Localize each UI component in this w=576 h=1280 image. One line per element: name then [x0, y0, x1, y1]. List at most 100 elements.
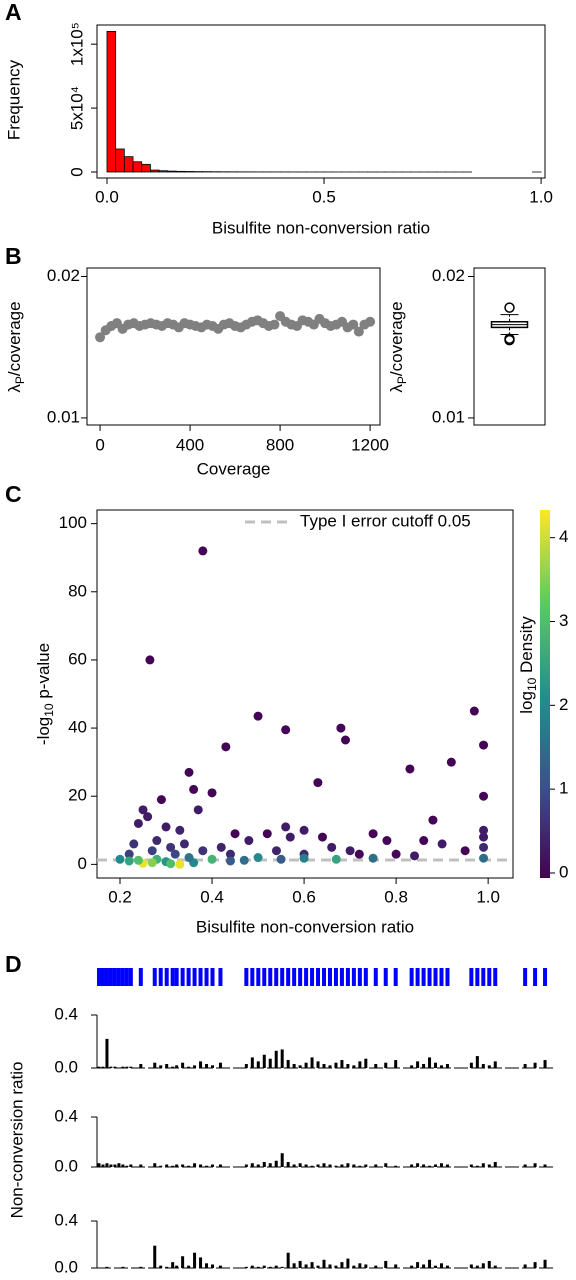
plot-frame — [86, 267, 381, 426]
bar — [322, 1163, 326, 1167]
bar — [394, 1264, 398, 1268]
point — [469, 706, 479, 716]
bar — [184, 171, 195, 173]
y-tick-label: 40 — [68, 718, 87, 737]
axis-label: log10 Density — [517, 616, 539, 714]
panel-label: D — [5, 951, 22, 977]
position-tick — [204, 968, 209, 986]
colorbar-tick-label: 4 — [559, 527, 568, 546]
point — [133, 818, 143, 828]
point — [166, 859, 176, 869]
bar — [171, 1165, 175, 1167]
point — [368, 829, 378, 839]
point — [391, 849, 401, 859]
position-tick — [164, 968, 169, 986]
point — [225, 856, 235, 866]
bar — [481, 1163, 485, 1167]
bar — [384, 1062, 388, 1068]
point — [143, 812, 153, 822]
point — [147, 858, 157, 868]
bar — [475, 1265, 479, 1268]
position-tick — [96, 968, 101, 986]
bar — [193, 1065, 197, 1068]
bar — [364, 1058, 368, 1068]
point — [129, 839, 139, 849]
position-tick — [427, 968, 432, 986]
bar — [533, 1262, 537, 1268]
label-part: -log — [34, 717, 53, 745]
bar — [205, 1263, 209, 1268]
position-tick — [128, 968, 133, 986]
bar — [244, 1164, 248, 1167]
bar — [256, 1164, 260, 1167]
point — [216, 842, 226, 852]
bar — [523, 1264, 527, 1268]
point — [365, 316, 376, 327]
y-tick-label: 0.4 — [54, 1106, 78, 1125]
bar — [439, 1065, 443, 1068]
bar — [316, 1265, 320, 1268]
bar — [159, 1065, 163, 1068]
plot-frame — [96, 24, 546, 179]
bar — [115, 148, 125, 173]
y-tick-label: 0.02 — [47, 266, 80, 285]
point — [317, 832, 327, 842]
bar — [384, 1163, 388, 1167]
y-tick-label: 100 — [59, 513, 87, 532]
bar — [352, 1265, 356, 1268]
bar — [165, 1064, 169, 1068]
bar — [286, 1162, 290, 1167]
position-tick — [439, 968, 444, 986]
point — [138, 805, 148, 815]
bar — [101, 1066, 105, 1068]
position-tick — [280, 968, 285, 986]
position-tick — [383, 968, 388, 986]
axis-label: Frequency — [4, 59, 23, 140]
bar — [153, 1062, 157, 1068]
position-tick — [112, 968, 117, 986]
position-tick — [421, 968, 426, 986]
bar — [286, 1060, 290, 1068]
position-tick — [116, 968, 121, 986]
point — [225, 849, 235, 859]
bar — [193, 1163, 197, 1167]
bar — [352, 1065, 356, 1068]
bar — [493, 1265, 497, 1268]
bar — [268, 1163, 272, 1167]
bar — [139, 1266, 143, 1268]
bar — [523, 1164, 527, 1167]
bar — [175, 1164, 179, 1167]
bar — [153, 1245, 157, 1268]
position-tick — [351, 968, 356, 986]
position-tick — [445, 968, 450, 986]
bar — [304, 1062, 308, 1068]
bar — [410, 1164, 414, 1167]
y-tick-label: 0.01 — [47, 407, 80, 426]
bar — [416, 1163, 420, 1167]
position-tick — [523, 968, 528, 986]
position-tick — [481, 968, 486, 986]
bar — [121, 1066, 125, 1068]
bar — [487, 1164, 491, 1167]
bar — [274, 1160, 278, 1167]
point — [405, 764, 415, 774]
point — [175, 825, 185, 835]
bar — [310, 1057, 314, 1068]
bar — [262, 1265, 266, 1268]
bar — [322, 1064, 326, 1068]
y-tick-label: 0.0 — [54, 1057, 78, 1076]
bar — [533, 1163, 537, 1167]
bar — [262, 1054, 266, 1068]
bar — [358, 1165, 362, 1167]
label-part: /coverage — [387, 301, 406, 376]
bar — [298, 1065, 302, 1068]
bar — [428, 1057, 432, 1068]
point — [170, 849, 180, 859]
position-tick — [180, 968, 185, 986]
bar — [106, 30, 117, 173]
bar — [416, 1061, 420, 1068]
position-tick — [345, 968, 350, 986]
position-tick — [192, 968, 197, 986]
point — [193, 805, 203, 815]
bar — [469, 1164, 473, 1167]
